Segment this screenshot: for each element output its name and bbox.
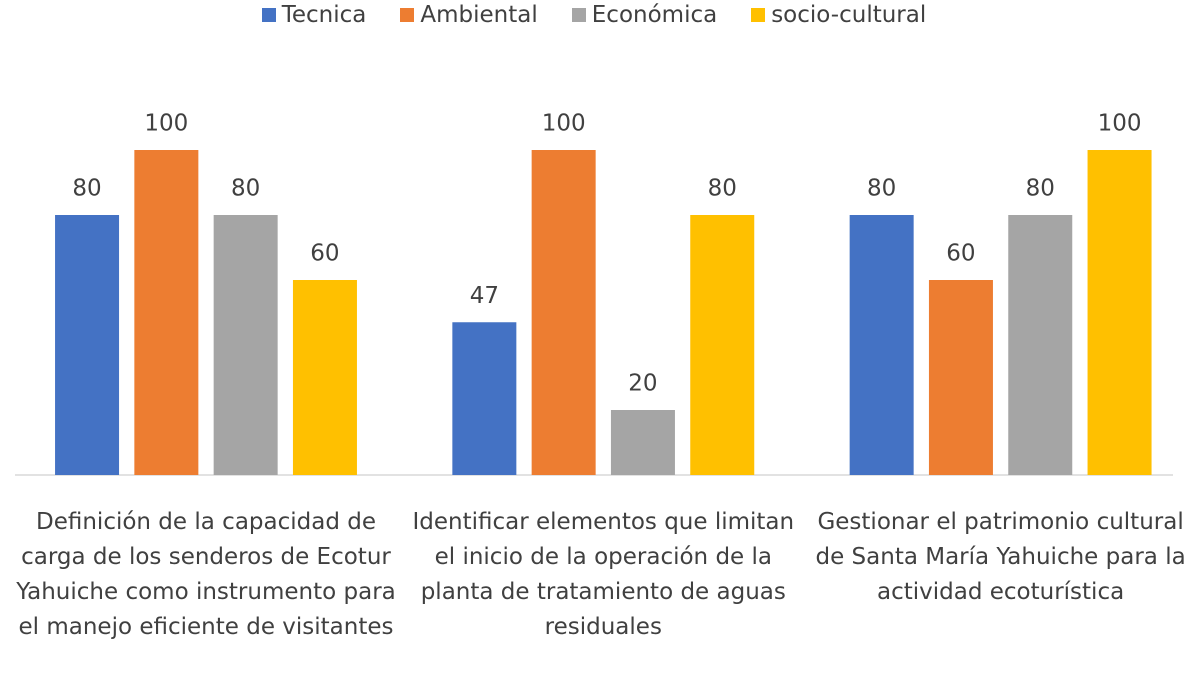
legend-swatch bbox=[261, 8, 276, 22]
bar bbox=[213, 215, 278, 475]
legend-item: Ambiental bbox=[400, 2, 538, 28]
bar bbox=[610, 410, 675, 475]
x-tick-label: Gestionar el patrimonio cultural de Sant… bbox=[815, 509, 1186, 605]
bar bbox=[1087, 150, 1152, 475]
data-label: 80 bbox=[708, 176, 737, 202]
bar bbox=[849, 215, 914, 475]
legend-item: socio-cultural bbox=[751, 2, 926, 28]
bar bbox=[292, 280, 357, 475]
bar bbox=[928, 280, 993, 475]
legend-label: Tecnica bbox=[281, 2, 367, 28]
legend-label: socio-cultural bbox=[771, 2, 927, 28]
bar bbox=[690, 215, 755, 475]
legend-swatch bbox=[751, 8, 766, 22]
data-label: 80 bbox=[72, 176, 101, 202]
bar bbox=[134, 150, 199, 475]
x-tick-label: Identificar elementos que limitan el ini… bbox=[412, 509, 795, 640]
legend-swatch bbox=[400, 8, 415, 22]
legend: Tecnica Ambiental Económica socio-cultural bbox=[0, 2, 1188, 28]
data-label: 100 bbox=[1098, 111, 1142, 137]
legend-swatch bbox=[571, 8, 586, 22]
bar bbox=[452, 322, 517, 475]
bar bbox=[1008, 215, 1073, 475]
data-label: 80 bbox=[1026, 176, 1055, 202]
x-tick-label: Definición de la capacidad de carga de l… bbox=[16, 509, 396, 640]
bar bbox=[55, 215, 120, 475]
legend-item: Económica bbox=[571, 2, 718, 28]
legend-label: Económica bbox=[591, 2, 718, 28]
data-label: 20 bbox=[628, 371, 657, 397]
data-label: 60 bbox=[310, 241, 339, 267]
legend-label: Ambiental bbox=[420, 2, 538, 28]
legend-item: Tecnica bbox=[261, 2, 367, 28]
data-label: 80 bbox=[867, 176, 896, 202]
data-label: 100 bbox=[144, 111, 188, 137]
bar bbox=[531, 150, 596, 475]
data-label: 80 bbox=[231, 176, 260, 202]
data-label: 47 bbox=[470, 283, 499, 309]
data-label: 60 bbox=[946, 241, 975, 267]
data-label: 100 bbox=[542, 111, 586, 137]
